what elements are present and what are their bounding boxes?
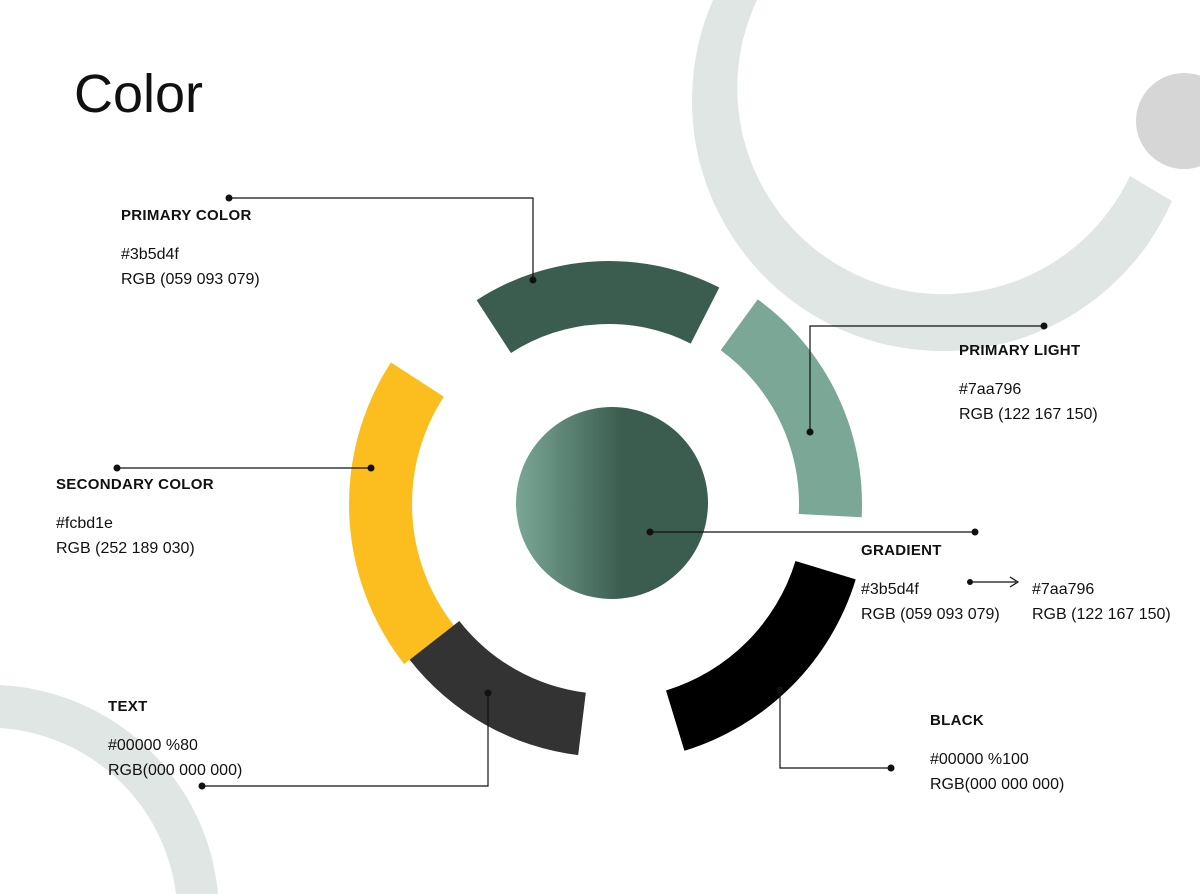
swatch-name: TEXT — [108, 698, 148, 715]
gradient-from: #3b5d4f RGB (059 093 079) — [861, 577, 1000, 627]
connector-primary — [229, 197, 534, 280]
ring-segment-text — [409, 620, 586, 756]
swatch-hex: #00000 %80 — [108, 737, 198, 754]
swatch-hex: #fcbd1e — [56, 515, 113, 532]
gradient-arrow-start-dot — [967, 579, 973, 585]
swatch-name: GRADIENT — [861, 542, 942, 559]
swatch-rgb: RGB(000 000 000) — [930, 776, 1065, 793]
swatch-rgb: RGB (059 093 079) — [121, 271, 260, 288]
gradient-disc — [516, 407, 708, 599]
label-black: BLACK #00000 %100 RGB(000 000 000) — [930, 711, 1064, 797]
connector-primary-light — [809, 325, 1044, 432]
page-title: Color — [74, 64, 204, 124]
connector-dot — [484, 689, 492, 697]
ring-segment-black — [666, 561, 856, 751]
connector-text — [202, 693, 489, 787]
connector-dot — [198, 782, 206, 790]
swatch-name: BLACK — [930, 712, 984, 729]
swatch-hex: #00000 %100 — [930, 751, 1029, 768]
background-dot — [1136, 73, 1200, 169]
ring-segment-secondary — [349, 362, 454, 665]
label-text-color: TEXT #00000 %80 RGB(000 000 000) — [108, 697, 242, 783]
swatch-rgb: RGB (122 167 150) — [1032, 606, 1171, 623]
connector-dot — [529, 276, 537, 284]
label-gradient: GRADIENT #3b5d4f RGB (059 093 079) #7aa7… — [861, 541, 1181, 631]
label-primary-color: PRIMARY COLOR #3b5d4f RGB (059 093 079) — [121, 206, 260, 292]
ring-segment-primary — [476, 261, 720, 354]
connector-black — [779, 690, 891, 769]
connector-dot — [776, 686, 784, 694]
connector-dot — [646, 528, 654, 536]
label-primary-light: PRIMARY LIGHT #7aa796 RGB (122 167 150) — [959, 341, 1098, 427]
swatch-hex: #7aa796 — [959, 381, 1022, 398]
background-arc-bottom-left — [0, 685, 218, 894]
connector-dot — [367, 464, 375, 472]
swatch-name: PRIMARY COLOR — [121, 207, 252, 224]
swatch-name: PRIMARY LIGHT — [959, 342, 1081, 359]
connector-dot — [113, 464, 121, 472]
swatch-hex: #7aa796 — [1032, 581, 1095, 598]
connector-dot — [971, 528, 979, 536]
connector-dot — [806, 428, 814, 436]
swatch-rgb: RGB (059 093 079) — [861, 606, 1000, 623]
connector-dot — [887, 764, 895, 772]
swatch-rgb: RGB (122 167 150) — [959, 406, 1098, 423]
gradient-to: #7aa796 RGB (122 167 150) — [1032, 577, 1171, 627]
ring-segment-primary-light — [720, 299, 862, 518]
background-arc-top-right — [691, 0, 1172, 352]
swatch-hex: #3b5d4f — [861, 581, 919, 598]
swatch-rgb: RGB(000 000 000) — [108, 762, 243, 779]
swatch-rgb: RGB (252 189 030) — [56, 540, 195, 557]
swatch-hex: #3b5d4f — [121, 246, 179, 263]
connector-dot — [225, 194, 233, 202]
gradient-arrow-head — [1009, 576, 1020, 588]
swatch-name: SECONDARY COLOR — [56, 476, 214, 493]
label-secondary-color: SECONDARY COLOR #fcbd1e RGB (252 189 030… — [56, 475, 214, 561]
connector-dot — [1040, 322, 1048, 330]
